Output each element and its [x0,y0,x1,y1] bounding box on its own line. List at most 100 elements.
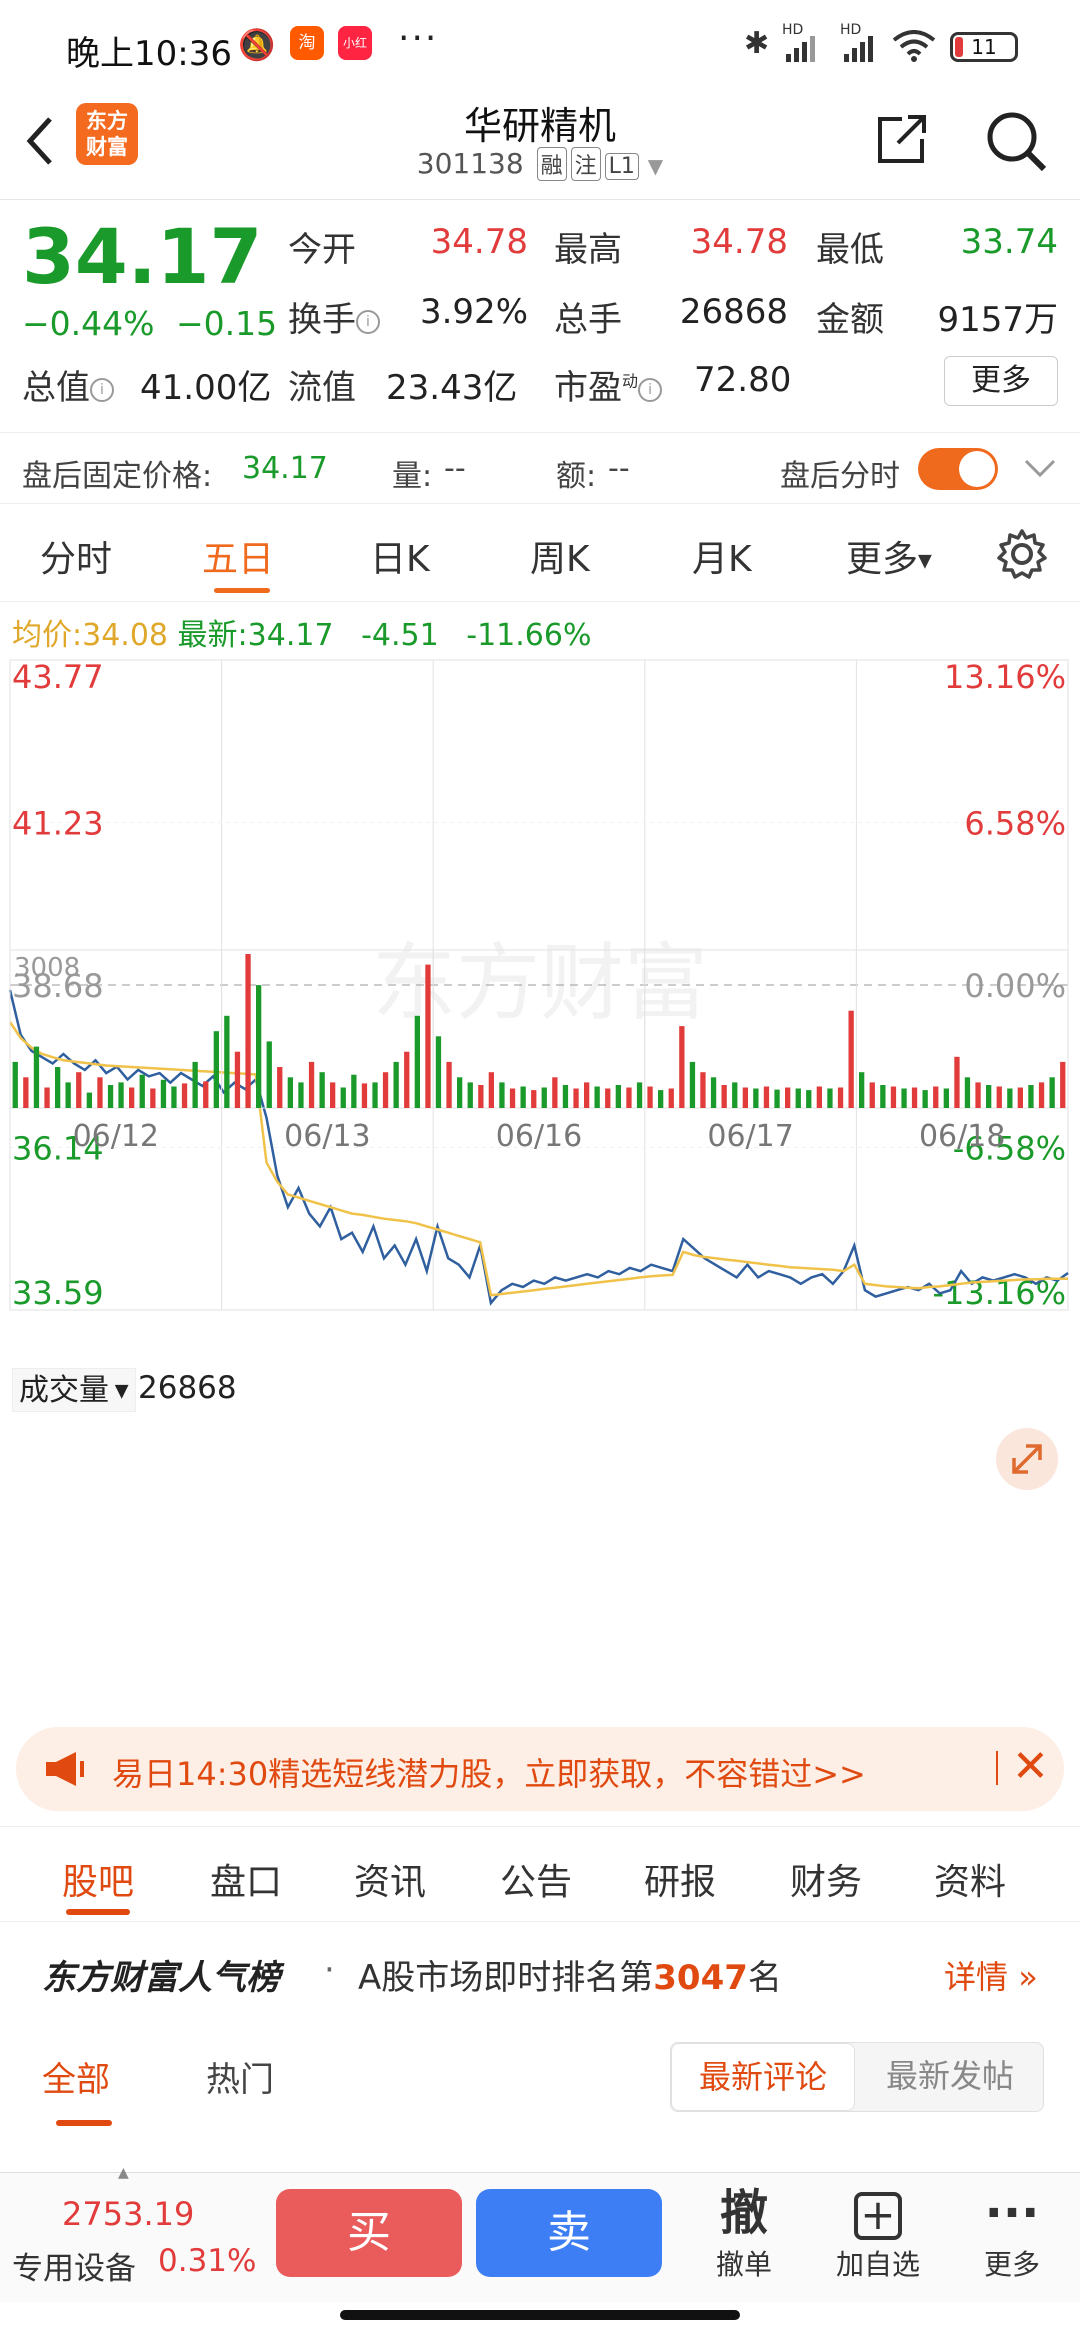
active-tab-underline [214,588,270,593]
tab-announcements[interactable]: 公告 [500,1862,573,1903]
current-price: 34.17 [22,212,263,301]
float-value-label: 流值 [288,368,356,408]
filter-all[interactable]: 全部 [42,2060,110,2100]
volume-bar [139,1074,145,1108]
volume-bar [880,1085,886,1108]
volume-bar [129,1087,135,1108]
volume-bar [710,1077,717,1108]
volume-bar [97,1077,103,1108]
sector-name[interactable]: 专用设备 [12,2251,136,2287]
tab-daily-k[interactable]: 日K [370,539,430,580]
add-watchlist-button[interactable]: + 加自选 [828,2183,928,2283]
price-line [8,989,1069,1306]
volume-bar [753,1088,759,1108]
volume-total: 26868 [138,1370,237,1406]
banner-divider [996,1751,998,1785]
sector-index-value[interactable]: 2753.19 [62,2195,195,2233]
volume-bar [457,1077,463,1108]
tab-more[interactable]: 更多▼ [846,539,932,580]
info-icon[interactable]: i [638,377,663,402]
dropdown-icon[interactable]: ▼ [647,154,664,178]
latest-change: -4.51 [361,618,439,653]
tab-research[interactable]: 研报 [644,1862,717,1903]
volume-bar [636,1082,643,1108]
volume-bar [615,1085,621,1108]
volume-bar [446,1061,452,1108]
volume-bar [319,1072,325,1108]
signal-bars-icon [786,36,815,62]
search-icon[interactable] [982,107,1052,177]
promo-banner[interactable]: 易日14:30精选短线潜力股，立即获取，不容错过>> ✕ [16,1727,1064,1811]
level-tag[interactable]: L1 [604,153,639,180]
open-value: 34.78 [430,222,528,262]
back-arrow-icon[interactable] [20,111,60,171]
tab-weekly-k[interactable]: 周K [530,539,590,580]
volume-bar [203,1081,209,1108]
volume-bar [12,1061,18,1108]
tab-financials[interactable]: 财务 [790,1862,863,1903]
after-hours-label: 盘后固定价格: [22,459,213,494]
volume-bar [234,1051,241,1108]
volume-bar [266,1041,272,1108]
volume-bar [742,1087,748,1108]
volume-bar [118,1082,124,1108]
volume-bar [171,1086,177,1108]
sell-button[interactable]: 卖 [476,2189,662,2277]
tab-order-book[interactable]: 盘口 [210,1862,283,1903]
volume-bar [721,1085,727,1108]
rank-detail-link[interactable]: 详情 » [944,1958,1038,1996]
info-icon[interactable]: i [356,309,380,334]
volume-bar [435,1036,442,1108]
volume-bar [213,1031,219,1108]
volume-bar [382,1072,389,1108]
settings-gear-icon[interactable] [996,528,1048,580]
volume-bar [911,1087,918,1108]
volume-bar [700,1072,706,1108]
close-icon[interactable]: ✕ [1012,1741,1049,1792]
chart-summary: 均价:34.08 最新:34.17 -4.51 -11.66% [12,610,591,654]
tab-news[interactable]: 资讯 [354,1862,427,1903]
period-tabs: 分时 五日 日K 周K 月K 更多▼ [0,504,1080,602]
sort-latest-post[interactable]: 最新发帖 [885,2057,1014,2095]
volume-value: 26868 [679,292,788,332]
volume-bar [774,1089,780,1108]
volume-label: 总手 [554,300,622,340]
tab-intraday[interactable]: 分时 [40,539,113,580]
info-icon[interactable]: i [90,377,114,402]
quote-panel: 34.17 −0.44% −0.15 今开 34.78 最高 34.78 最低 … [0,200,1080,425]
eastmoney-logo: 东方财富 [76,103,138,165]
cancel-order-label: 撤单 [715,2248,772,2281]
tab-monthly-k[interactable]: 月K [692,539,752,580]
buy-button[interactable]: 买 [276,2189,462,2277]
after-hours-toggle[interactable] [918,448,998,490]
more-button[interactable]: 更多 [944,356,1058,406]
after-hours-volume-label: 量: [392,459,433,494]
tab-five-day[interactable]: 五日 [202,539,275,580]
chevron-down-icon[interactable] [1022,455,1058,483]
volume-bar [224,1015,230,1108]
volume-selector[interactable]: 成交量 ▼ [12,1368,136,1412]
more-menu-label: 更多 [983,2248,1040,2281]
volume-bar [890,1086,897,1108]
rank-title: 东方财富人气榜 [42,1958,280,1998]
five-day-chart[interactable]: 均价:34.08 最新:34.17 -4.51 -11.66% 东方财富 43.… [0,602,1080,1722]
signal-bars-icon-2 [844,36,873,62]
tab-guba[interactable]: 股吧 [62,1862,135,1903]
low-value: 33.74 [960,222,1058,262]
share-icon[interactable] [872,109,932,169]
filter-all-underline [56,2120,112,2126]
more-menu-button[interactable]: ··· 更多 [962,2183,1062,2283]
filter-hot[interactable]: 热门 [206,2060,274,2100]
volume-bar [414,1015,420,1108]
wifi-icon [892,30,936,62]
tab-profile[interactable]: 资料 [934,1862,1007,1903]
home-indicator[interactable] [340,2310,740,2320]
popularity-rank-row[interactable]: 东方财富人气榜 · A股市场即时排名第3047名 详情 » [0,1922,1080,2022]
expand-icon[interactable] [996,1428,1058,1490]
latest-price: 34.17 [247,618,334,653]
stock-code-row: 301138 融注 L1 ▼ [0,147,1080,181]
sort-latest-comment[interactable]: 最新评论 [671,2043,855,2111]
volume-bar [256,985,262,1108]
cancel-order-button[interactable]: 撤 撤单 [694,2183,794,2283]
turnover-label: 换手 i [288,292,380,341]
